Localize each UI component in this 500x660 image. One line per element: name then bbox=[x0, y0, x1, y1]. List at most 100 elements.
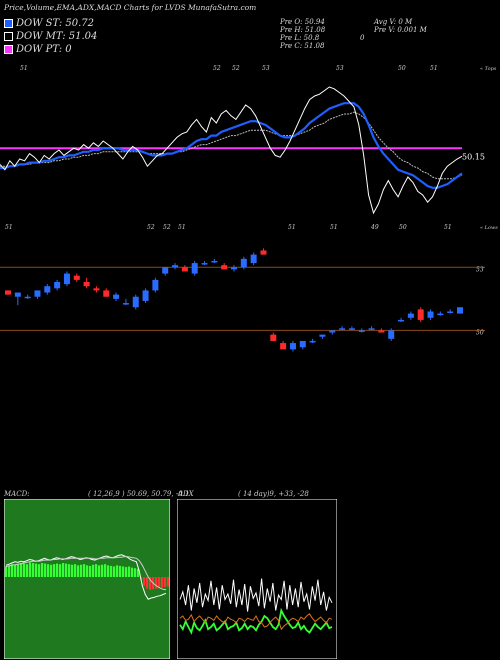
macd-bar bbox=[26, 564, 29, 577]
macd-bar bbox=[98, 565, 101, 577]
macd-bar bbox=[68, 564, 71, 577]
ema-bottom-label: 51 bbox=[330, 224, 338, 231]
legend-swatch-mt bbox=[4, 32, 13, 41]
macd-bar bbox=[20, 563, 23, 577]
price-line bbox=[0, 86, 463, 215]
macd-bar bbox=[32, 563, 35, 577]
candle bbox=[250, 252, 257, 266]
ema-top-label: 51 bbox=[430, 65, 438, 72]
minus-di-line bbox=[179, 613, 333, 631]
ema-bottom-label: 49 bbox=[370, 224, 379, 231]
last-value-label: 50.15 bbox=[462, 152, 485, 161]
adx-title: ADX bbox=[178, 490, 194, 498]
macd-bar bbox=[107, 565, 110, 577]
candle bbox=[309, 338, 316, 344]
adx-params: ( 14 day)9, +33, -28 bbox=[238, 490, 309, 498]
candle bbox=[152, 277, 159, 293]
candle bbox=[240, 256, 247, 270]
macd-bar bbox=[23, 563, 26, 577]
legend-label-mt: DOW MT: 51.04 bbox=[16, 31, 98, 42]
macd-bar bbox=[74, 564, 77, 577]
legend-dow-pt: DOW PT: 0 bbox=[4, 44, 72, 55]
candle bbox=[54, 279, 61, 291]
tops-label: « Tops bbox=[480, 66, 497, 72]
macd-bar bbox=[86, 565, 89, 577]
candle bbox=[103, 288, 110, 297]
legend-dow-st: DOW ST: 50.72 bbox=[4, 18, 94, 29]
adx-line bbox=[179, 578, 333, 612]
stat-high: Pre H: 51.08 bbox=[280, 26, 326, 34]
candle bbox=[270, 332, 277, 341]
macd-bar bbox=[158, 577, 161, 589]
macd-bar bbox=[44, 563, 47, 577]
macd-bar bbox=[110, 565, 113, 577]
macd-bar bbox=[35, 563, 38, 577]
ema-top-label: 52 bbox=[213, 65, 221, 72]
macd-bar bbox=[5, 566, 8, 577]
candle bbox=[289, 340, 296, 352]
macd-bar bbox=[65, 563, 68, 577]
macd-bar bbox=[122, 566, 125, 577]
candle bbox=[162, 267, 169, 276]
ema-bottom-labels: 51 52 52 51 51 51 49 50 51 bbox=[5, 224, 452, 231]
candle bbox=[172, 263, 179, 270]
legend-label-st: DOW ST: 50.72 bbox=[16, 18, 95, 29]
candle bbox=[142, 288, 149, 304]
lows-label: « Lows bbox=[480, 225, 498, 231]
chart-title: Price,Volume,EMA,ADX,MACD Charts for LVD… bbox=[4, 3, 257, 12]
macd-bar bbox=[14, 564, 17, 577]
candle bbox=[132, 294, 139, 310]
stat-volume: Pre V: 0.001 M bbox=[374, 26, 427, 34]
macd-bar bbox=[164, 577, 167, 587]
macd-bar bbox=[113, 566, 116, 577]
macd-bar bbox=[149, 577, 152, 590]
candle bbox=[348, 326, 355, 331]
stat-extra: 0 bbox=[360, 34, 365, 42]
macd-bar bbox=[83, 564, 86, 577]
legend-swatch-pt bbox=[4, 45, 13, 54]
candle bbox=[319, 334, 326, 339]
ema-top-label: 52 bbox=[232, 65, 240, 72]
candle bbox=[437, 311, 444, 316]
candle bbox=[260, 248, 267, 255]
macd-histogram bbox=[5, 562, 170, 590]
ema-short-line bbox=[0, 102, 463, 189]
candle bbox=[339, 326, 346, 331]
candle bbox=[221, 263, 228, 270]
macd-bar bbox=[71, 564, 74, 577]
macd-bar bbox=[116, 565, 119, 577]
candle bbox=[457, 307, 463, 314]
candle bbox=[5, 290, 11, 295]
ema-bottom-label: 52 bbox=[147, 224, 155, 231]
level-label-50: 50 bbox=[476, 329, 484, 336]
macd-bar bbox=[104, 564, 107, 577]
macd-bar bbox=[59, 564, 62, 577]
ema-top-label: 50 bbox=[398, 65, 406, 72]
level-label-53: 53 bbox=[476, 266, 484, 273]
ema-top-labels: 51 52 52 53 53 50 51 bbox=[20, 65, 438, 72]
price-chart-svg: 51 52 52 53 53 50 51 51 52 52 51 51 51 49 50 51 50.15 … bbox=[0, 65, 498, 352]
macd-bar bbox=[137, 568, 140, 577]
ema-bottom-label: 50 bbox=[399, 224, 407, 231]
macd-bar bbox=[167, 577, 170, 587]
macd-bar bbox=[47, 564, 50, 577]
stat-avg-volume: Avg V: 0 M bbox=[374, 18, 413, 26]
macd-bar bbox=[92, 564, 95, 577]
macd-bar bbox=[29, 562, 32, 577]
legend-swatch-st bbox=[4, 19, 13, 28]
candle bbox=[93, 286, 100, 293]
candle bbox=[211, 258, 218, 264]
macd-bar bbox=[125, 567, 128, 577]
candle bbox=[299, 340, 306, 350]
ema-bottom-label: 51 bbox=[288, 224, 296, 231]
plus-di-line bbox=[179, 607, 333, 635]
ema-bottom-label: 51 bbox=[178, 224, 186, 231]
candle bbox=[44, 284, 51, 295]
candle bbox=[358, 328, 365, 333]
candle bbox=[329, 330, 336, 335]
macd-signal-line bbox=[5, 556, 167, 591]
stat-open: Pre O: 50.94 bbox=[280, 18, 325, 26]
candle bbox=[231, 265, 237, 272]
macd-bar bbox=[161, 577, 164, 588]
macd-params: ( 12,26,9 ) 50.69, 50.79, -0.1 bbox=[88, 490, 190, 498]
